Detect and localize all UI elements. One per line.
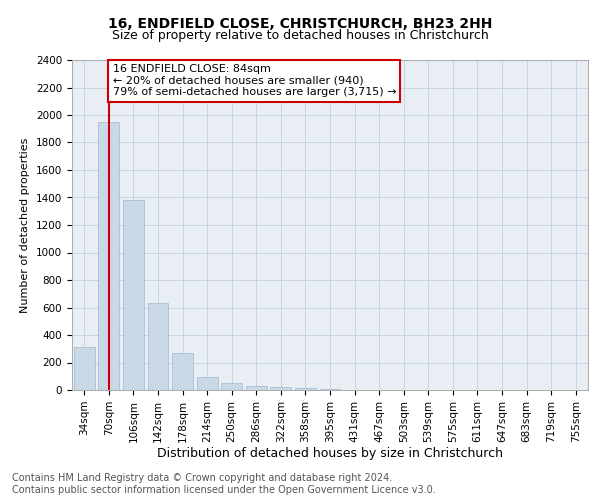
X-axis label: Distribution of detached houses by size in Christchurch: Distribution of detached houses by size … [157, 448, 503, 460]
Y-axis label: Number of detached properties: Number of detached properties [20, 138, 31, 312]
Text: Size of property relative to detached houses in Christchurch: Size of property relative to detached ho… [112, 29, 488, 42]
Text: 16, ENDFIELD CLOSE, CHRISTCHURCH, BH23 2HH: 16, ENDFIELD CLOSE, CHRISTCHURCH, BH23 2… [108, 18, 492, 32]
Bar [320, 388, 340, 390]
Bar [123, 200, 144, 390]
Bar [221, 383, 242, 390]
Bar [295, 388, 316, 390]
Bar [172, 353, 193, 390]
Bar [246, 386, 267, 390]
Text: Contains HM Land Registry data © Crown copyright and database right 2024.
Contai: Contains HM Land Registry data © Crown c… [12, 474, 436, 495]
Bar [148, 304, 169, 390]
Text: 16 ENDFIELD CLOSE: 84sqm
← 20% of detached houses are smaller (940)
79% of semi-: 16 ENDFIELD CLOSE: 84sqm ← 20% of detach… [113, 64, 396, 98]
Bar [98, 122, 119, 390]
Bar [197, 377, 218, 390]
Bar [74, 348, 95, 390]
Bar [271, 387, 292, 390]
